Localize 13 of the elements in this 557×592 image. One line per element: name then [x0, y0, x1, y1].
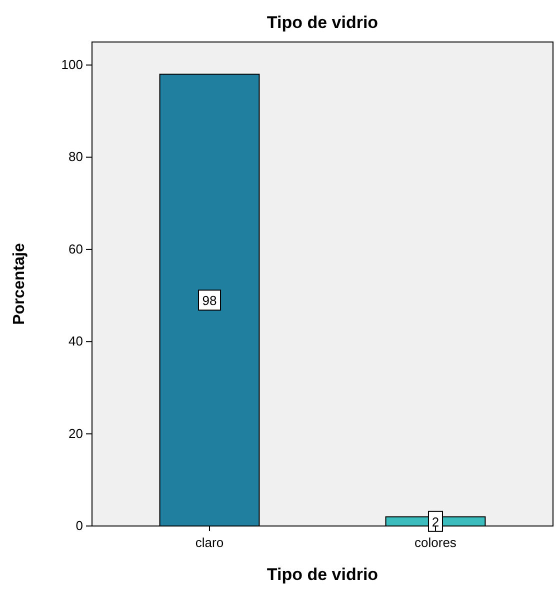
data-label: 98: [202, 293, 217, 308]
data-label: 2: [432, 514, 440, 530]
y-tick-label: 100: [61, 57, 83, 72]
chart-title: Tipo de vidrio: [266, 13, 378, 32]
x-tick-label: colores: [414, 535, 457, 550]
x-axis-title: Tipo de vidrio: [266, 565, 378, 584]
y-tick-label: 60: [68, 241, 83, 256]
y-axis-title: Porcentaje: [11, 242, 28, 325]
y-tick-label: 20: [68, 426, 83, 441]
y-tick-label: 0: [76, 518, 83, 533]
x-tick-label: claro: [195, 535, 224, 550]
y-tick-label: 80: [68, 149, 83, 164]
y-tick-label: 40: [68, 334, 83, 349]
